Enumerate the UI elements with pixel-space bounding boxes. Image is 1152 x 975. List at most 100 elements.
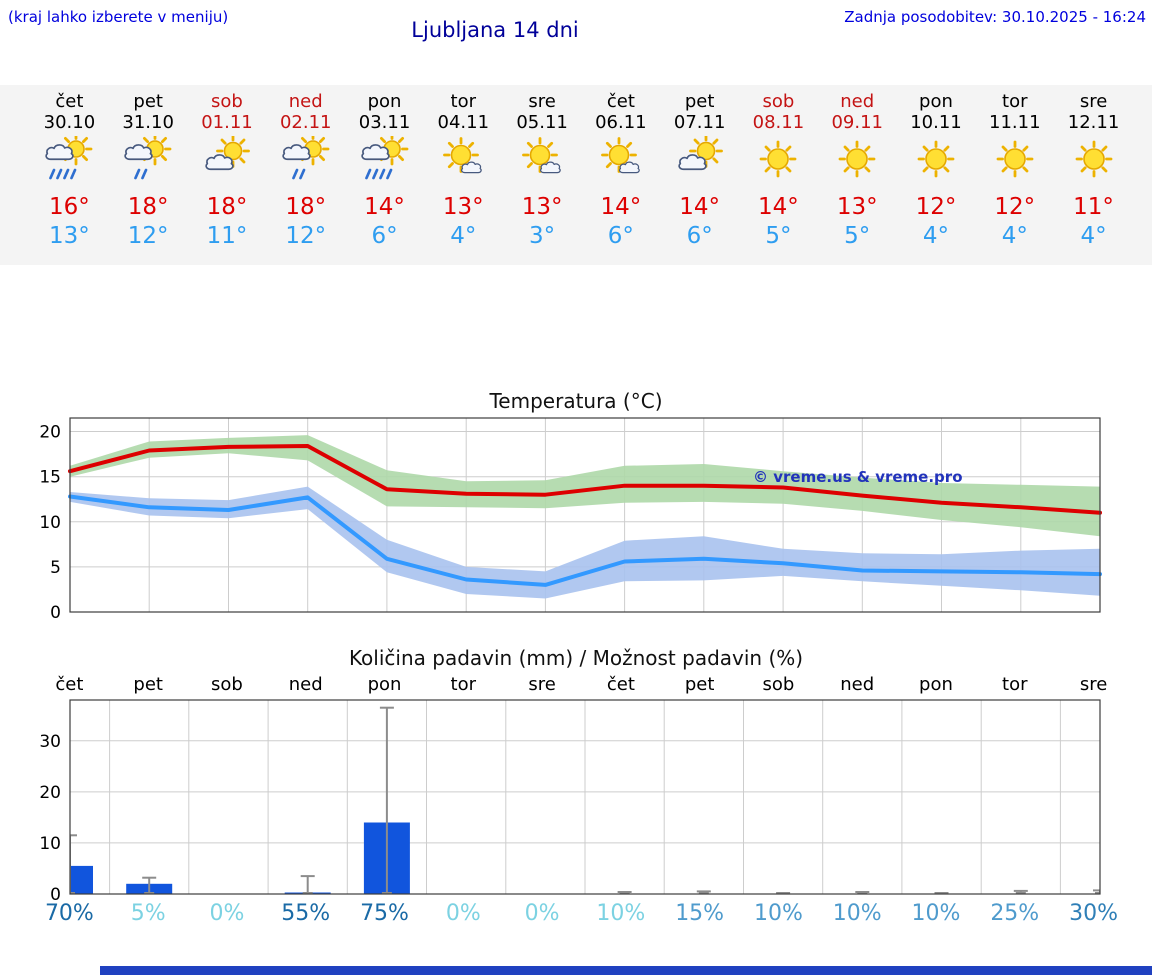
day-low-temp: 6° bbox=[607, 223, 634, 249]
day-low-temp: 4° bbox=[1080, 223, 1107, 249]
precip-probability: 30% bbox=[1069, 901, 1118, 926]
svg-text:20: 20 bbox=[39, 783, 61, 803]
footer-bar bbox=[100, 966, 1152, 975]
sun-small-cloud-icon bbox=[592, 136, 650, 192]
precip-day-label: sre bbox=[1079, 674, 1108, 695]
day-date: 31.10 bbox=[122, 112, 174, 133]
precip-day-labels: čet pet sob ned pon tor sre čet pet sob ned pon tor s… bbox=[30, 674, 1133, 695]
precip-day-label: tor bbox=[450, 674, 477, 695]
day-low-temp: 12° bbox=[127, 223, 169, 249]
precip-probability: 0% bbox=[524, 901, 560, 926]
day-name: sob bbox=[211, 91, 243, 112]
precip-probability: 0% bbox=[209, 901, 245, 926]
day-date: 06.11 bbox=[595, 112, 647, 133]
day-name: ned bbox=[288, 91, 323, 112]
day-low-temp: 5° bbox=[844, 223, 871, 249]
precip-day-label: čet bbox=[55, 674, 84, 695]
precip-day-label: pon bbox=[367, 674, 402, 695]
day-high-temp: 16° bbox=[49, 194, 90, 220]
precip-day-label: sob bbox=[211, 674, 243, 695]
day-high-temp: 13° bbox=[521, 194, 563, 220]
day-date: 01.11 bbox=[201, 112, 253, 133]
precip-probability: 15% bbox=[675, 901, 725, 926]
day-low-temp: 3° bbox=[529, 223, 556, 249]
precip-day-label: sre bbox=[528, 674, 556, 695]
day-column[interactable]: pet 31.10 18° 12° bbox=[109, 85, 188, 265]
day-low-temp: 5° bbox=[765, 223, 792, 249]
precip-probability: 10% bbox=[753, 901, 803, 926]
precip-day-label: tor bbox=[1002, 674, 1028, 695]
svg-text:20: 20 bbox=[39, 423, 61, 443]
sunny-icon bbox=[907, 136, 965, 192]
day-high-temp: 13° bbox=[836, 194, 878, 220]
day-column[interactable]: ned 02.11 18° 12° bbox=[266, 85, 345, 265]
day-column[interactable]: sob 01.11 18° 11° bbox=[188, 85, 267, 265]
day-date: 02.11 bbox=[279, 112, 332, 133]
day-high-temp: 12° bbox=[994, 194, 1036, 220]
partly-cloudy-icon bbox=[198, 134, 256, 192]
svg-text:0: 0 bbox=[50, 603, 61, 623]
precip-probability: 70% bbox=[44, 901, 94, 926]
day-date: 08.11 bbox=[752, 112, 805, 133]
rain-icon bbox=[356, 132, 414, 192]
precip-probability: 75% bbox=[360, 901, 409, 926]
day-high-temp: 13° bbox=[442, 194, 484, 220]
day-column[interactable]: tor 04.11 13° 4° bbox=[424, 85, 503, 265]
forecast-days: čet 30.10 16° 13° pet 31.10 18° 12° sob 01.11 18° 1… bbox=[30, 85, 1133, 265]
day-name: sob bbox=[762, 91, 795, 112]
day-low-temp: 6° bbox=[686, 223, 713, 249]
day-name: tor bbox=[1002, 91, 1028, 112]
day-column[interactable]: pon 10.11 12° 4° bbox=[897, 85, 976, 265]
day-column[interactable]: čet 06.11 14° 6° bbox=[581, 85, 660, 265]
day-date: 05.11 bbox=[516, 112, 568, 133]
sunny-icon bbox=[1065, 136, 1123, 192]
day-column[interactable]: sob 08.11 14° 5° bbox=[739, 85, 818, 265]
precip-probability: 10% bbox=[596, 901, 646, 926]
day-low-temp: 11° bbox=[206, 223, 248, 249]
precip-probability-row: 70% 5% 0% 55% 75% 0% 0% 10% 15% 10% 10% 10% 25% 30% bbox=[30, 901, 1133, 926]
day-column[interactable]: čet 30.10 16° 13° bbox=[30, 85, 109, 265]
day-date: 12.11 bbox=[1067, 112, 1120, 133]
day-column[interactable]: pon 03.11 14° 6° bbox=[345, 85, 424, 265]
svg-text:© vreme.us & vreme.pro: © vreme.us & vreme.pro bbox=[753, 468, 963, 486]
precip-probability: 55% bbox=[281, 901, 331, 926]
day-high-temp: 18° bbox=[127, 194, 169, 220]
day-high-temp: 11° bbox=[1073, 194, 1114, 220]
day-name: sre bbox=[1079, 91, 1108, 112]
day-column[interactable]: tor 11.11 12° 4° bbox=[975, 85, 1054, 265]
day-date: 07.11 bbox=[673, 112, 726, 133]
day-high-temp: 14° bbox=[600, 194, 642, 220]
day-low-temp: 4° bbox=[1001, 223, 1028, 249]
day-high-temp: 14° bbox=[364, 194, 405, 220]
precip-day-label: pon bbox=[919, 674, 953, 695]
day-name: tor bbox=[450, 91, 477, 112]
precip-day-label: pet bbox=[684, 674, 715, 695]
day-high-temp: 14° bbox=[679, 194, 721, 220]
sunny-icon bbox=[828, 136, 886, 192]
day-name: pon bbox=[367, 91, 402, 112]
day-column[interactable]: ned 09.11 13° 5° bbox=[818, 85, 897, 265]
day-name: pet bbox=[684, 91, 715, 112]
precip-probability: 10% bbox=[911, 901, 961, 926]
day-name: čet bbox=[55, 91, 84, 112]
day-column[interactable]: sre 12.11 11° 4° bbox=[1054, 85, 1133, 265]
day-column[interactable]: pet 07.11 14° 6° bbox=[660, 85, 739, 265]
svg-text:10: 10 bbox=[39, 834, 61, 854]
day-low-temp: 4° bbox=[450, 223, 477, 249]
precip-day-label: pet bbox=[133, 674, 163, 695]
svg-text:15: 15 bbox=[39, 468, 61, 488]
menu-hint: (kraj lahko izberete v meniju) bbox=[8, 8, 229, 26]
day-date: 10.11 bbox=[910, 112, 962, 133]
day-column[interactable]: sre 05.11 13° 3° bbox=[503, 85, 582, 265]
rain-icon bbox=[40, 132, 98, 192]
svg-text:5: 5 bbox=[50, 558, 61, 578]
sunny-icon bbox=[749, 136, 807, 192]
last-updated: Zadnja posodobitev: 30.10.2025 - 16:24 bbox=[844, 8, 1146, 26]
day-high-temp: 12° bbox=[915, 194, 957, 220]
svg-text:0: 0 bbox=[50, 885, 61, 905]
day-name: ned bbox=[840, 91, 875, 112]
day-date: 11.11 bbox=[989, 112, 1041, 133]
precip-probability: 5% bbox=[130, 901, 166, 926]
precip-day-label: čet bbox=[606, 674, 635, 695]
precip-chart-title: Količina padavin (mm) / Možnost padavin … bbox=[348, 646, 804, 670]
